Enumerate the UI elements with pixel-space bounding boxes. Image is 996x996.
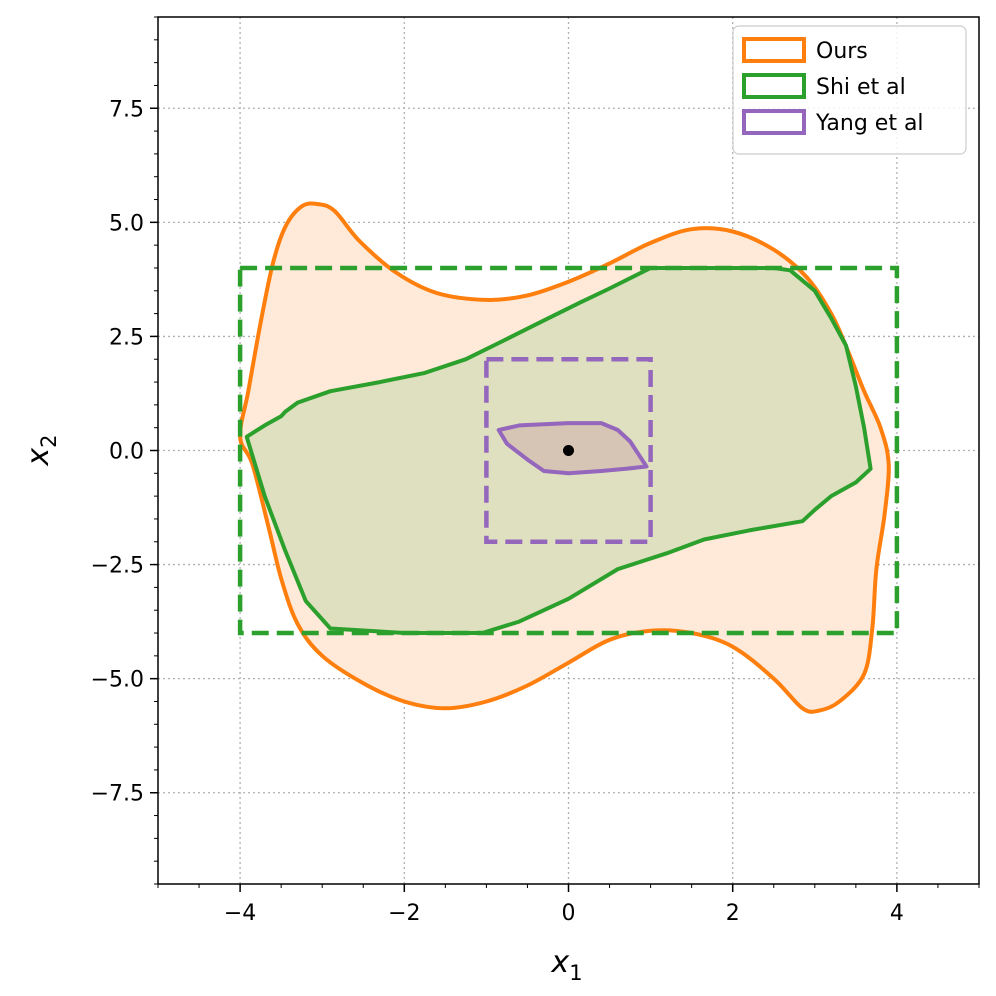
box-yang-et-al xyxy=(484,356,653,545)
legend-label-ours: Ours xyxy=(816,39,868,64)
box-shi-et-al xyxy=(237,265,900,636)
origin-point xyxy=(563,445,574,456)
y-tick-label: 0.0 xyxy=(109,440,144,465)
legend-label-yang-et-al: Yang et al xyxy=(815,111,924,136)
y-axis-label: x2 xyxy=(21,434,61,466)
legend-box xyxy=(732,25,967,155)
legend-swatch-shi-et-al xyxy=(742,73,806,99)
x-tick-label: 2 xyxy=(726,901,740,926)
x-tick-label: 0 xyxy=(562,901,576,926)
axis-ticks: −4 −2 0 2 4 −7.5 −5.0 −2.5 0.0 2.5 5.0 7.5 xyxy=(91,16,980,926)
x-axis-label: x1 xyxy=(550,945,582,985)
y-tick-label: 2.5 xyxy=(109,325,144,350)
legend-swatch-ours xyxy=(742,37,806,63)
y-tick-label: 7.5 xyxy=(109,97,144,122)
legend: Ours Shi et al Yang et al xyxy=(732,25,967,155)
y-tick-label: −5.0 xyxy=(91,668,144,693)
x-tick-label: 4 xyxy=(890,901,904,926)
plot-series xyxy=(237,201,900,714)
legend-label-shi-et-al: Shi et al xyxy=(816,75,906,100)
y-tick-label: −7.5 xyxy=(91,782,144,807)
x-tick-label: −4 xyxy=(224,901,256,926)
y-tick-label: −2.5 xyxy=(91,554,144,579)
y-tick-label: 5.0 xyxy=(109,211,144,236)
x-tick-label: −2 xyxy=(388,901,420,926)
legend-swatch-yang-et-al xyxy=(742,109,806,135)
